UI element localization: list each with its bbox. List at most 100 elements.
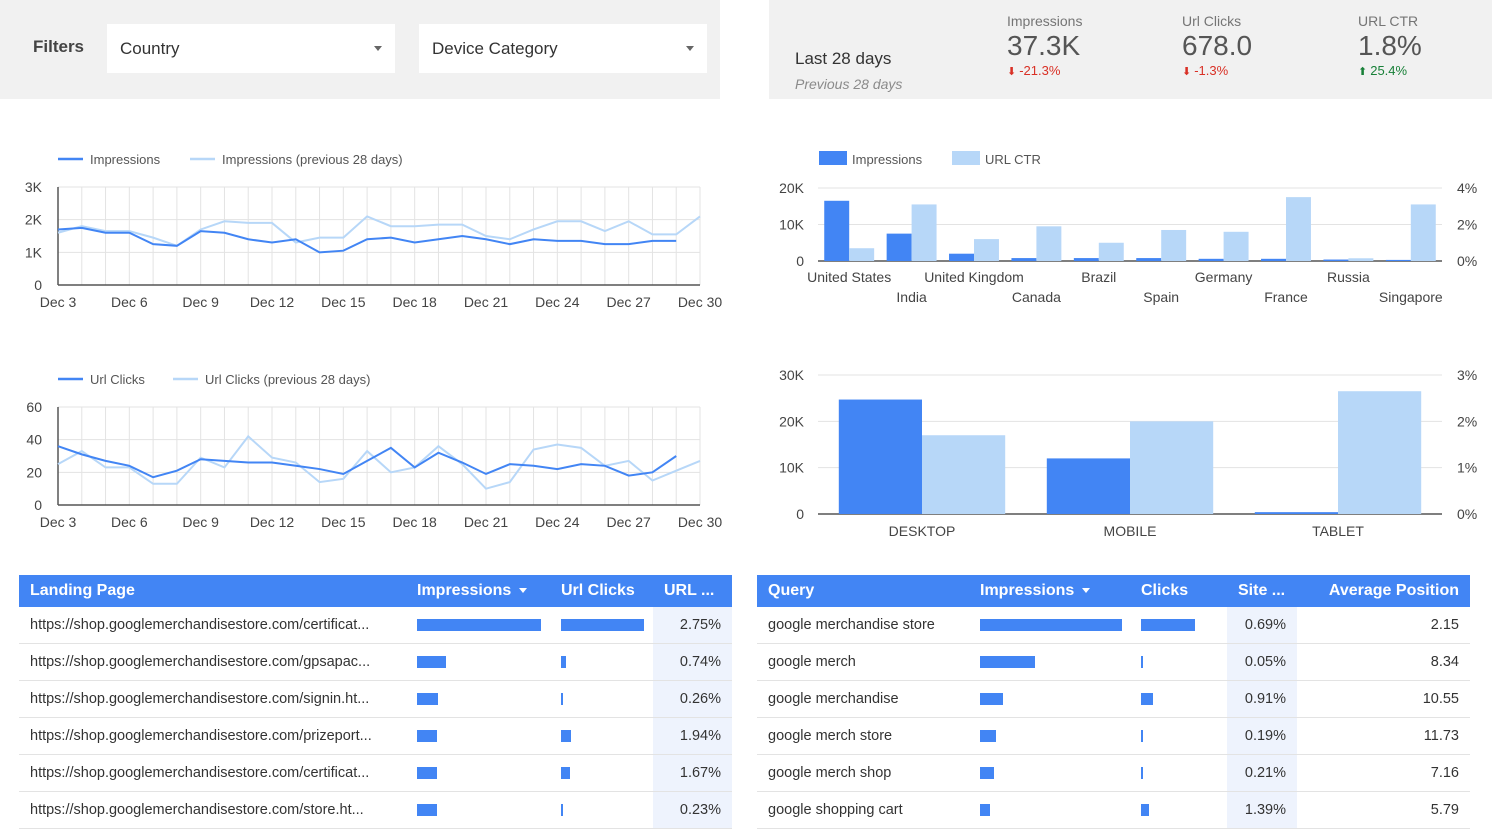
bar-impressions[interactable] bbox=[1323, 259, 1349, 261]
column-header-impressions[interactable]: Impressions bbox=[969, 575, 1130, 607]
table-row[interactable]: google merch store 0.19% 11.73 bbox=[757, 717, 1470, 755]
landing-page-cell[interactable]: https://shop.googlemerchandisestore.com/… bbox=[19, 680, 406, 718]
query-cell[interactable]: google merchandise bbox=[757, 680, 969, 718]
query-cell[interactable]: google shopping cart bbox=[757, 791, 969, 829]
landing-page-cell[interactable]: https://shop.googlemerchandisestore.com/… bbox=[19, 643, 406, 681]
table-row[interactable]: google shopping cart 1.39% 5.79 bbox=[757, 791, 1470, 829]
legend-label[interactable]: Impressions bbox=[852, 152, 923, 167]
column-header-site-ctr[interactable]: Site ... bbox=[1227, 575, 1297, 607]
bar-url-ctr[interactable] bbox=[1036, 226, 1062, 261]
table-row[interactable]: https://shop.googlemerchandisestore.com/… bbox=[19, 754, 732, 792]
bar-impressions[interactable] bbox=[886, 233, 912, 261]
column-header-url-clicks[interactable]: Url Clicks bbox=[550, 575, 653, 607]
bar-url-ctr[interactable] bbox=[1410, 204, 1436, 261]
table-row[interactable]: https://shop.googlemerchandisestore.com/… bbox=[19, 791, 732, 829]
legend-label[interactable]: URL CTR bbox=[985, 152, 1041, 167]
y-tick-label: 3K bbox=[25, 179, 43, 195]
bar-impressions[interactable] bbox=[1136, 258, 1162, 261]
clicks-bar-cell bbox=[1130, 717, 1227, 755]
bar-url-ctr[interactable] bbox=[1286, 197, 1311, 261]
bar-url-ctr[interactable] bbox=[974, 239, 999, 261]
impressions-bar-cell bbox=[406, 680, 550, 718]
x-tick-label: Dec 12 bbox=[250, 514, 295, 530]
impressions-bar bbox=[417, 619, 541, 631]
query-cell[interactable]: google merch store bbox=[757, 717, 969, 755]
bar-url-ctr[interactable] bbox=[911, 204, 937, 261]
table-row[interactable]: google merch 0.05% 8.34 bbox=[757, 643, 1470, 681]
country-filter-dropdown[interactable]: Country bbox=[107, 24, 395, 73]
table-row[interactable]: https://shop.googlemerchandisestore.com/… bbox=[19, 643, 732, 681]
site-ctr-cell: 1.39% bbox=[1227, 791, 1297, 829]
clicks-bar bbox=[561, 804, 563, 816]
bar-impressions[interactable] bbox=[949, 253, 974, 261]
series-line-previous[interactable] bbox=[57, 215, 701, 247]
device-filter-label: Device Category bbox=[432, 38, 558, 58]
table-row[interactable]: google merch shop 0.21% 7.16 bbox=[757, 754, 1470, 792]
impressions-bar bbox=[980, 730, 996, 742]
impressions-line-chart: Impressions Impressions (previous 28 days… bbox=[25, 152, 723, 310]
metric-name: Impressions bbox=[1007, 13, 1083, 29]
bar-impressions[interactable] bbox=[1198, 258, 1224, 261]
filter-bar: Filters Country Device Category bbox=[0, 0, 720, 99]
clicks-bar-cell bbox=[1130, 754, 1227, 792]
bar-impressions[interactable] bbox=[1011, 258, 1037, 261]
column-header-url-ctr[interactable]: URL ... bbox=[653, 575, 732, 607]
series-line-current[interactable] bbox=[57, 445, 677, 479]
bar-impressions[interactable] bbox=[824, 200, 850, 261]
legend-label[interactable]: Impressions (previous 28 days) bbox=[222, 152, 403, 167]
bar-url-ctr[interactable] bbox=[1130, 421, 1214, 514]
clicks-bar-cell bbox=[1130, 791, 1227, 829]
x-category-label: United States bbox=[807, 269, 891, 285]
column-header-label: Impressions bbox=[980, 582, 1075, 599]
legend-swatch bbox=[952, 151, 980, 165]
legend-label[interactable]: Url Clicks bbox=[90, 372, 145, 387]
bar-impressions[interactable] bbox=[1261, 258, 1286, 261]
x-category-label: TABLET bbox=[1312, 523, 1364, 539]
bar-url-ctr[interactable] bbox=[1348, 258, 1374, 261]
clicks-bar-cell bbox=[550, 717, 653, 755]
column-header-average-position[interactable]: Average Position bbox=[1297, 575, 1470, 607]
table-row[interactable]: https://shop.googlemerchandisestore.com/… bbox=[19, 680, 732, 718]
landing-page-cell[interactable]: https://shop.googlemerchandisestore.com/… bbox=[19, 607, 406, 644]
landing-page-cell[interactable]: https://shop.googlemerchandisestore.com/… bbox=[19, 791, 406, 829]
series-line-current[interactable] bbox=[57, 226, 677, 254]
bar-impressions[interactable] bbox=[1046, 458, 1130, 514]
column-header-landing-page[interactable]: Landing Page bbox=[19, 575, 406, 607]
bar-url-ctr[interactable] bbox=[922, 435, 1006, 514]
arrow-down-icon: ⬇ bbox=[1182, 66, 1192, 78]
device-bar-chart: 0 0% 10K 1% 20K 2% 30K 3% DESKTOP MOBILE TABLET bbox=[779, 367, 1477, 539]
x-tick-label: Dec 6 bbox=[111, 514, 148, 530]
y-left-tick-label: 20K bbox=[779, 413, 805, 429]
table-row[interactable]: google merchandise 0.91% 10.55 bbox=[757, 680, 1470, 718]
device-filter-dropdown[interactable]: Device Category bbox=[419, 24, 707, 73]
query-cell[interactable]: google merch bbox=[757, 643, 969, 681]
bar-url-ctr[interactable] bbox=[1098, 242, 1124, 261]
landing-page-cell[interactable]: https://shop.googlemerchandisestore.com/… bbox=[19, 717, 406, 755]
legend-label[interactable]: Impressions bbox=[90, 152, 161, 167]
table-row[interactable]: google merchandise store 0.69% 2.15 bbox=[757, 607, 1470, 644]
metric-delta: ⬇ -1.3% bbox=[1182, 63, 1252, 78]
query-cell[interactable]: google merchandise store bbox=[757, 607, 969, 644]
bar-url-ctr[interactable] bbox=[1161, 229, 1187, 261]
table-row[interactable]: https://shop.googlemerchandisestore.com/… bbox=[19, 607, 732, 644]
column-header-query[interactable]: Query bbox=[757, 575, 969, 607]
landing-page-cell[interactable]: https://shop.googlemerchandisestore.com/… bbox=[19, 754, 406, 792]
series-line-previous[interactable] bbox=[57, 434, 701, 490]
column-header-clicks[interactable]: Clicks bbox=[1130, 575, 1227, 607]
x-category-label: France bbox=[1264, 289, 1308, 305]
bar-url-ctr[interactable] bbox=[1338, 391, 1422, 514]
scorecard-url-clicks: Url Clicks 678.0 ⬇ -1.3% bbox=[1182, 13, 1252, 78]
clicks-bar-cell bbox=[550, 680, 653, 718]
bar-impressions[interactable] bbox=[1073, 258, 1099, 261]
x-category-label: India bbox=[896, 289, 927, 305]
bar-url-ctr[interactable] bbox=[849, 248, 875, 261]
bar-impressions[interactable] bbox=[838, 399, 922, 514]
clicks-bar-cell bbox=[550, 791, 653, 829]
bar-url-ctr[interactable] bbox=[1223, 231, 1249, 261]
column-header-impressions[interactable]: Impressions bbox=[406, 575, 550, 607]
bar-impressions[interactable] bbox=[1385, 259, 1411, 261]
table-row[interactable]: https://shop.googlemerchandisestore.com/… bbox=[19, 717, 732, 755]
legend-label[interactable]: Url Clicks (previous 28 days) bbox=[205, 372, 370, 387]
bar-impressions[interactable] bbox=[1254, 512, 1338, 514]
query-cell[interactable]: google merch shop bbox=[757, 754, 969, 792]
